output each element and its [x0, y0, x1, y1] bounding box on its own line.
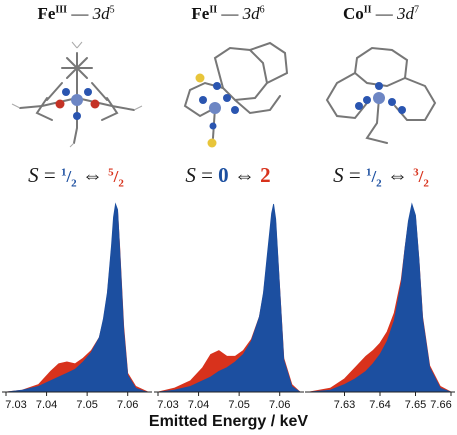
spectrum-plot-co2: 7.63 7.64 7.65 7.66: [305, 202, 455, 411]
x-tick-label: 7.06: [117, 399, 138, 411]
spin-low-value: 0: [218, 163, 229, 187]
spin-high-value: 3/2: [413, 166, 429, 190]
low-spin-spectrum: [5, 202, 149, 393]
x-tick-label: 7.04: [188, 399, 209, 411]
spectrum-plot-fe2: 7.03 7.04 7.05 7.06: [154, 203, 304, 411]
low-spin-spectrum: [308, 202, 452, 393]
equilibrium-arrow: ⇔: [81, 163, 103, 187]
molecule-structure-co2: [325, 46, 437, 144]
spin-low-value: 1/2: [60, 166, 77, 190]
spin-state-label-1: S = 1/2 ⇔ 5/2: [28, 163, 124, 190]
oxidation-state: II: [363, 4, 372, 16]
x-axis-label: Emitted Energy / keV: [148, 413, 309, 430]
spin-state-label-2: S = 0 ⇔ 2: [185, 163, 271, 187]
spin-high-value: 5/2: [108, 166, 124, 190]
x-tick-label: 7.66: [430, 399, 451, 411]
molecule-structure-fe2: [183, 41, 289, 148]
panel-title-3: CoII — 3d7: [305, 4, 457, 24]
ion-label: Co: [342, 4, 364, 23]
x-tick-label: 7.65: [405, 399, 426, 411]
equilibrium-arrow: ⇔: [233, 163, 255, 187]
x-tick-label: 7.63: [334, 399, 355, 411]
spin-low-value: 1/2: [365, 166, 382, 190]
spin-high-value: 2: [260, 163, 271, 187]
dash: —: [221, 4, 239, 23]
configuration: 3d5: [92, 4, 115, 23]
spin-state-label-3: S = 1/2 ⇔ 3/2: [333, 163, 429, 190]
x-tick-label: 7.03: [157, 399, 178, 411]
x-tick-label: 7.04: [36, 399, 57, 411]
oxidation-state: II: [209, 4, 218, 16]
panel-title-1: FeIII — 3d5: [0, 4, 152, 24]
ion-label: Fe: [191, 4, 210, 23]
x-tick-label: 7.05: [76, 399, 97, 411]
x-tick-label: 7.64: [369, 399, 390, 411]
equilibrium-arrow: ⇔: [386, 163, 408, 187]
oxidation-state: III: [55, 4, 68, 16]
configuration: 3d7: [397, 4, 420, 23]
molecule-structure-fe3: [11, 41, 143, 148]
configuration: 3d6: [242, 4, 265, 23]
ion-label: Fe: [37, 4, 56, 23]
low-spin-spectrum: [157, 203, 302, 393]
spectrum-plot-fe3: 7.03 7.04 7.05 7.06: [2, 202, 152, 411]
x-tick-label: 7.03: [5, 399, 26, 411]
x-tick-label: 7.05: [228, 399, 249, 411]
dash: —: [71, 4, 89, 23]
dash: —: [375, 4, 393, 23]
panel-title-2: FeII — 3d6: [152, 4, 304, 24]
x-tick-label: 7.06: [269, 399, 290, 411]
